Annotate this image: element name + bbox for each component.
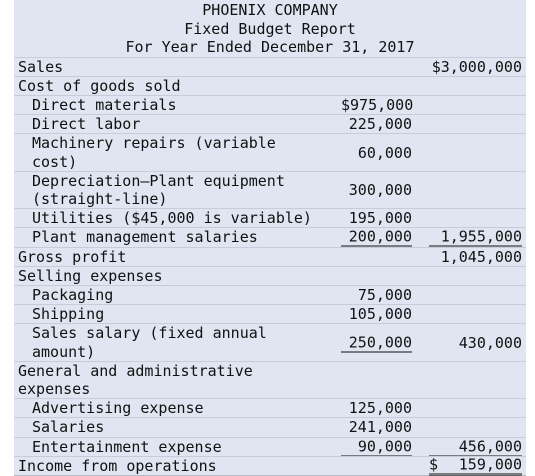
amount-column-1: 300,000 <box>348 180 412 199</box>
row-label: Cost of goods sold <box>14 77 526 95</box>
row-label-line: Entertainment expense <box>32 437 222 456</box>
row-label: Sales <box>14 58 526 76</box>
report-row: Salaries 241,000 <box>14 417 526 437</box>
report-row: Cost of goods sold <box>14 75 526 95</box>
report-row: Income from operations $159,000 <box>14 455 526 476</box>
row-label-line: General and administrative <box>18 361 253 380</box>
amount-column-1: 75,000 <box>357 286 412 305</box>
report-row: Shipping 105,000 <box>14 304 526 324</box>
row-label: Advertising expense <box>14 399 526 417</box>
report-row: Advertising expense 125,000 <box>14 398 526 418</box>
company-name: PHOENIX COMPANY <box>202 1 338 19</box>
row-label-line: Direct labor <box>32 115 141 134</box>
report-row: Selling expenses <box>14 265 526 285</box>
row-label: Shipping <box>14 305 526 323</box>
row-label-line: Plant management salaries <box>32 228 258 247</box>
row-label-line: Machinery repairs (variable <box>32 134 276 153</box>
fixed-budget-report: PHOENIX COMPANY Fixed Budget Report For … <box>14 0 526 476</box>
row-label-line: Sales <box>18 57 64 76</box>
row-label-line: Direct materials <box>32 95 177 114</box>
report-row: Sales $3,000,000 <box>14 56 526 76</box>
row-label: Machinery repairs (variable cost) <box>14 134 526 170</box>
row-label-line: amount) <box>32 342 96 361</box>
row-label: Utilities ($45,000 is variable) <box>14 209 526 227</box>
row-label: Sales salary (fixed annual amount) <box>14 324 526 360</box>
amount-column-1: $975,000 <box>341 96 414 114</box>
report-header: PHOENIX COMPANY Fixed Budget Report For … <box>14 0 526 57</box>
row-label: Depreciation—Plant equipment (straight-li… <box>14 172 526 208</box>
amount-column-2: 430,000 <box>458 333 522 352</box>
amount-column-2: 456,000 <box>429 437 522 457</box>
amount-column-1: 241,000 <box>348 418 412 437</box>
amount-column-1: 225,000 <box>348 115 412 134</box>
row-label-line: Packaging <box>32 285 114 304</box>
amount-column-2: 1,955,000 <box>429 228 522 247</box>
row-label: Direct labor <box>14 115 526 133</box>
report-rows: Sales $3,000,000 Cost of goods sold Direct … <box>14 56 526 476</box>
amount-column-2: $159,000 <box>429 455 522 476</box>
row-label: Selling expenses <box>14 267 526 285</box>
amount-column-1: 90,000 <box>341 437 412 457</box>
currency-symbol: $ <box>429 455 439 474</box>
amount-column-1: 60,000 <box>357 143 412 162</box>
report-row: Entertainment expense 90,000 456,000 <box>14 436 526 457</box>
amount-value: 159,000 <box>458 455 522 474</box>
row-label-line: Cost of goods sold <box>18 76 181 95</box>
report-row: Packaging 75,000 <box>14 284 526 305</box>
row-label-line: cost) <box>32 152 78 171</box>
row-label-line: (straight-line) <box>32 189 168 208</box>
row-label-line: Advertising expense <box>32 399 204 418</box>
amount-column-1: 125,000 <box>348 399 412 418</box>
report-row: Sales salary (fixed annual amount) 250,000… <box>14 323 526 361</box>
report-row: Direct materials $975,000 <box>14 94 526 115</box>
report-row: Plant management salaries 200,000 1,955,00… <box>14 227 526 247</box>
report-row: Gross profit 1,045,000 <box>14 246 526 266</box>
row-label-line: Depreciation—Plant equipment <box>32 171 285 190</box>
row-label: Entertainment expense <box>14 438 526 456</box>
row-label-line: Selling expenses <box>18 266 163 285</box>
report-row: General and administrative expenses <box>14 360 526 399</box>
row-label: Plant management salaries <box>14 228 526 246</box>
amount-column-1: 105,000 <box>348 305 412 324</box>
row-label-line: Utilities ($45,000 is variable) <box>32 209 312 228</box>
amount-column-1: 195,000 <box>348 209 412 228</box>
row-label-line: expenses <box>18 379 91 398</box>
row-label: Salaries <box>14 418 526 436</box>
row-label-line: Income from operations <box>18 456 217 475</box>
row-label: Income from operations <box>14 457 526 475</box>
amount-column-1: 250,000 <box>341 333 412 353</box>
row-label-line: Gross profit <box>18 247 127 266</box>
report-title: Fixed Budget Report <box>184 19 356 38</box>
row-label: Gross profit <box>14 248 526 266</box>
report-row: Depreciation—Plant equipment (straight-li… <box>14 170 526 209</box>
report-row: Direct labor 225,000 <box>14 114 526 134</box>
row-label: Packaging <box>14 286 526 304</box>
row-label: General and administrative expenses <box>14 362 526 398</box>
row-label-line: Shipping <box>32 305 105 324</box>
amount-column-1: 200,000 <box>341 228 412 247</box>
amount-column-2: 1,045,000 <box>440 247 522 266</box>
report-row: Utilities ($45,000 is variable) 195,000 <box>14 208 526 228</box>
row-label: Direct materials <box>14 96 526 114</box>
amount-column-2: $3,000,000 <box>431 57 522 76</box>
row-label-line: Salaries <box>32 418 105 437</box>
row-label-line: Sales salary (fixed annual <box>32 324 267 343</box>
report-period: For Year Ended December 31, 2017 <box>125 38 415 56</box>
report-row: Machinery repairs (variable cost) 60,000 <box>14 133 526 171</box>
